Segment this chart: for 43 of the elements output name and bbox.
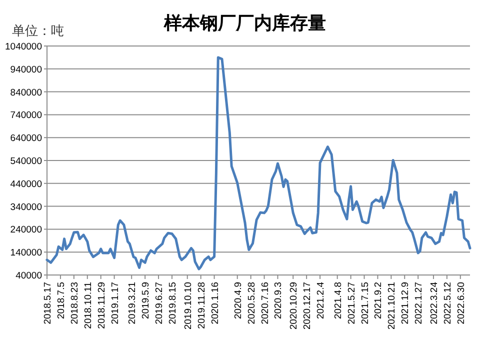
x-tick-label: 2019.10.10: [182, 282, 194, 330]
x-tick-label: 2020.4.9: [232, 282, 244, 319]
y-tick-label: 1040000: [5, 42, 42, 52]
x-tick-label: 2019.5.9: [140, 282, 152, 319]
x-tick-label: 2022.5.12: [442, 282, 454, 324]
x-tick-label: 2021.10.21: [386, 282, 398, 330]
y-tick-label: 940000: [10, 64, 42, 76]
x-tick-label: 2018.10.11: [82, 282, 94, 329]
x-tick-label: 2019.6.27: [154, 282, 166, 324]
y-tick-label: 640000: [10, 133, 42, 144]
x-tick-label: 2019.1.17: [110, 282, 121, 324]
x-tick-label: 2018.11.29: [96, 282, 108, 329]
y-tick-label: 340000: [10, 202, 42, 213]
x-tick-label: 2021.7.15: [360, 282, 371, 324]
y-tick-label: 240000: [10, 224, 42, 236]
x-tick-label: 2020.9.3: [273, 282, 284, 319]
x-tick-label: 2022.3.24: [428, 282, 440, 324]
y-tick-label: 540000: [10, 156, 42, 167]
y-tick-label: 140000: [10, 248, 42, 259]
x-tick-label: 2020.7.16: [260, 282, 271, 324]
y-tick-label: 440000: [10, 178, 42, 190]
x-tick-label: 2018.5.17: [42, 282, 54, 324]
y-tick-label: 740000: [10, 110, 42, 122]
x-tick-label: 2020.1.16: [210, 282, 221, 324]
x-tick-label: 2020.5.28: [246, 282, 258, 324]
chart-title: 样本钢厂厂内库存量: [163, 13, 326, 33]
y-tick-label: 840000: [10, 87, 42, 98]
x-tick-label: 2020.10.29: [288, 282, 300, 330]
x-tick-label: 2018.7.5: [56, 282, 67, 319]
x-tick-label: 2021.5.27: [346, 282, 358, 324]
y-tick-label: 40000: [16, 270, 42, 282]
x-tick-label: 2020.12.17: [302, 282, 314, 330]
y-axis-title: 单位：吨: [12, 23, 64, 38]
x-tick-label: 2019.3.21: [127, 282, 138, 324]
x-tick-label: 2019.8.15: [167, 282, 178, 324]
x-tick-label: 2021.9.2: [373, 282, 384, 319]
x-tick-label: 2018.8.23: [69, 282, 80, 324]
x-tick-label: 2021.4.8: [332, 282, 344, 319]
x-tick-label: 2021.12.9: [400, 282, 412, 324]
x-tick-label: 2019.11.28: [196, 282, 208, 329]
x-tick-label: 2021.2.4: [316, 282, 327, 319]
x-tick-label: 2022.6.30: [456, 282, 467, 324]
x-tick-label: 2022.1.27: [414, 282, 425, 324]
